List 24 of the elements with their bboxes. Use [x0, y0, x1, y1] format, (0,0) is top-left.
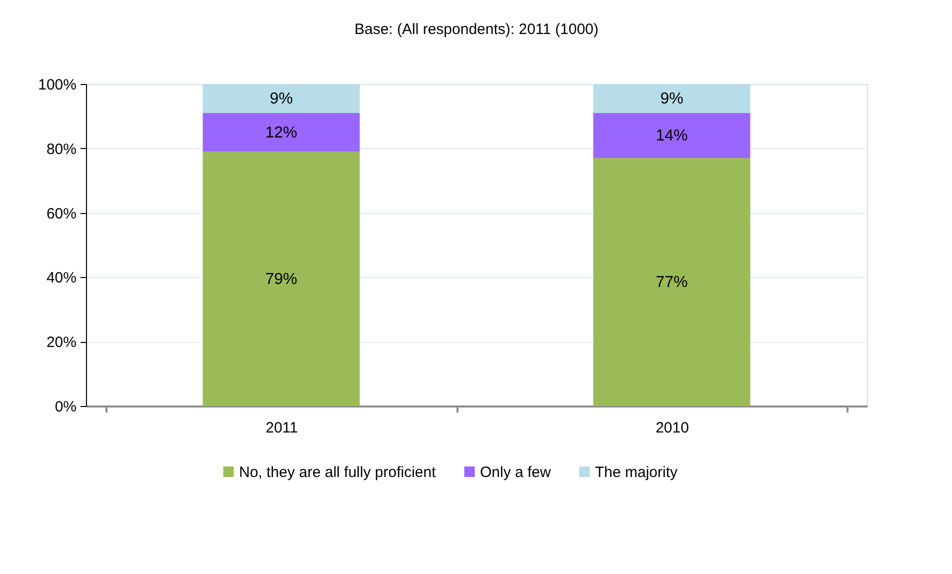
bar [202, 84, 360, 113]
data-label: 79% [265, 270, 298, 288]
legend-label: No, they are all fully proficient [239, 464, 437, 481]
data-label: 77% [656, 274, 688, 292]
y-tick-label: 100% [38, 76, 76, 94]
bar [593, 158, 750, 406]
legend-label: The majority [595, 464, 678, 481]
y-tick-label: 40% [46, 270, 76, 287]
y-tick-label: 20% [46, 334, 76, 352]
bar [593, 112, 750, 158]
data-label: 14% [656, 128, 688, 145]
legend-label: Only a few [480, 464, 552, 481]
y-tick-label: 60% [46, 205, 76, 222]
y-tick-label: 80% [46, 140, 76, 158]
y-tick-label: 0% [54, 398, 76, 416]
data-label: 9% [660, 90, 684, 108]
bar [202, 112, 360, 152]
data-label: 9% [270, 90, 293, 108]
bar [202, 152, 360, 406]
chart-title: Base: (All respondents): 2011 (1000) [354, 21, 599, 38]
data-label: 12% [265, 124, 298, 142]
x-tick-label: 2010 [656, 420, 689, 436]
x-tick-label: 2011 [266, 420, 298, 436]
bar [593, 84, 750, 113]
